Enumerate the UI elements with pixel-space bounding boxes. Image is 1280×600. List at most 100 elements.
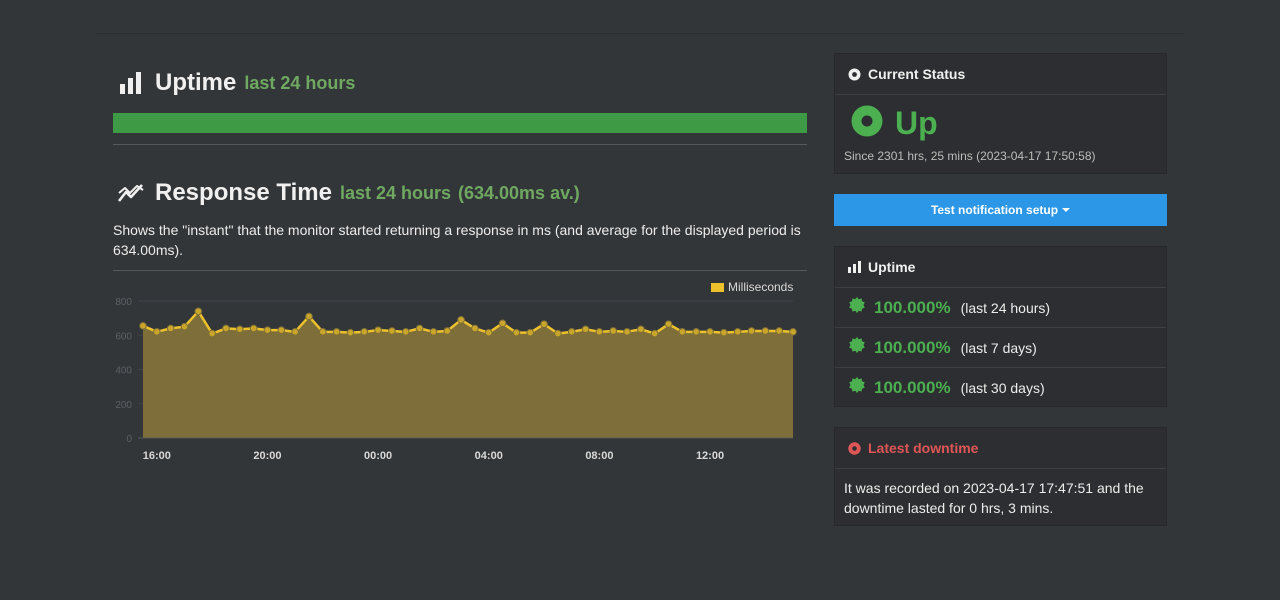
data-point: [208, 329, 216, 338]
data-point: [249, 324, 258, 333]
uptime-percentage: 100.000%: [874, 297, 951, 317]
y-tick-label: 800: [115, 297, 132, 308]
bar-chart-icon: [847, 260, 861, 274]
data-point: [733, 328, 742, 336]
bar-chart-icon: [117, 69, 145, 97]
data-point: [305, 312, 313, 321]
uptime-period: (last 24 hours): [960, 299, 1051, 316]
data-point: [166, 324, 175, 333]
data-point: [678, 328, 687, 336]
data-point: [277, 326, 286, 334]
data-point: [457, 316, 465, 324]
data-point: [720, 328, 728, 337]
uptime-percentage: 100.000%: [874, 377, 951, 397]
uptime-subtitle: last 24 hours: [244, 72, 356, 93]
current-status-title: Current Status: [868, 66, 966, 82]
data-point: [484, 328, 493, 337]
data-point: [471, 324, 479, 333]
response-subtitle: last 24 hours: [339, 182, 451, 203]
data-point: [567, 328, 576, 336]
y-tick-label: 600: [115, 331, 132, 342]
area-fill: [143, 311, 793, 438]
data-point: [664, 320, 673, 328]
uptime-row: 100.000% (last 30 days): [835, 368, 1166, 407]
uptime-row: 100.000% (last 7 days): [835, 328, 1166, 368]
response-time-chart[interactable]: 0 200 400 600 800 16:00 20:00 00:00 04:00 08:00 12…: [113, 278, 807, 536]
data-point: [318, 328, 327, 336]
data-point: [747, 327, 756, 335]
data-point: [236, 325, 244, 334]
x-tick-label: 08:00: [585, 450, 613, 462]
data-point: [692, 328, 700, 336]
data-point: [153, 328, 161, 336]
status-text: Up: [895, 105, 938, 141]
data-point: [650, 329, 659, 338]
data-point: [775, 327, 783, 335]
data-point: [706, 328, 714, 336]
data-point: [291, 328, 299, 336]
uptime-percentage: 100.000%: [874, 337, 951, 357]
legend-label: Milliseconds: [728, 280, 793, 294]
uptime-panel: Uptime 100.000% (last 24 hours) 100.000% (l…: [834, 246, 1167, 407]
uptime-panel-title: Uptime: [868, 259, 916, 275]
y-tick-label: 200: [115, 400, 132, 411]
latest-downtime-panel: Latest downtime It was recorded on 2023-…: [834, 427, 1167, 526]
latest-downtime-text: It was recorded on 2023-04-17 17:47:51 a…: [844, 480, 1144, 516]
data-point: [360, 328, 369, 336]
data-point: [609, 327, 618, 335]
data-point: [374, 326, 382, 334]
data-point: [443, 327, 452, 335]
test-notification-button[interactable]: Test notification setup: [834, 194, 1167, 226]
status-since: Since 2301 hrs, 25 mins (2023-04-17 17:5…: [844, 149, 1096, 163]
certificate-icon: [849, 297, 865, 318]
data-point: [332, 328, 341, 336]
left-column: Uptime last 24 hours Response Time last …: [113, 60, 807, 462]
x-tick-label: 00:00: [364, 450, 392, 462]
data-point: [623, 328, 631, 336]
uptime-period: (last 7 days): [960, 339, 1037, 356]
current-status-panel: Current Status Up Since 2301 hrs, 25 min…: [834, 53, 1167, 174]
data-point: [222, 324, 230, 333]
data-point: [498, 319, 507, 328]
line-chart-icon: [117, 179, 145, 207]
section-divider: [113, 144, 807, 145]
data-point: [388, 327, 396, 335]
test-notification-label: Test notification setup: [930, 203, 1059, 217]
data-point: [554, 329, 562, 338]
legend-swatch: [711, 283, 724, 292]
x-tick-label: 04:00: [475, 450, 503, 462]
data-point: [263, 326, 272, 334]
dot-circle-icon: [847, 67, 861, 81]
x-tick-label: 20:00: [253, 450, 281, 462]
uptime-period: (last 30 days): [960, 379, 1045, 396]
data-point: [194, 307, 203, 316]
x-tick-label: 16:00: [143, 450, 171, 462]
uptime-title: Uptime: [155, 69, 237, 96]
caret-down-icon: [1062, 208, 1071, 212]
data-point: [139, 322, 147, 330]
data-point: [429, 328, 438, 336]
response-heading: Response Time last 24 hours (634.00ms av…: [113, 170, 580, 216]
data-point: [595, 328, 604, 336]
uptime-bar[interactable]: [113, 113, 807, 133]
certificate-icon: [849, 337, 865, 358]
data-point: [526, 328, 535, 337]
data-point: [180, 322, 189, 331]
response-description: Shows the "instant" that the monitor sta…: [113, 222, 801, 258]
x-tick-label: 12:00: [696, 450, 724, 462]
certificate-icon: [849, 377, 865, 398]
y-tick-label: 0: [126, 434, 132, 445]
data-point: [401, 328, 410, 336]
data-point: [540, 320, 548, 328]
data-point: [761, 327, 770, 335]
data-point: [512, 328, 521, 337]
data-point: [637, 325, 645, 334]
times-circle-icon: [847, 441, 861, 455]
latest-downtime-title: Latest downtime: [868, 440, 979, 456]
top-divider: [96, 33, 1184, 34]
chart-divider: [113, 270, 807, 271]
uptime-row: 100.000% (last 24 hours): [835, 288, 1166, 328]
current-status-header: Current Status: [835, 54, 1166, 95]
latest-downtime-header: Latest downtime: [835, 428, 1166, 469]
response-average: (634.00ms av.): [458, 182, 580, 203]
